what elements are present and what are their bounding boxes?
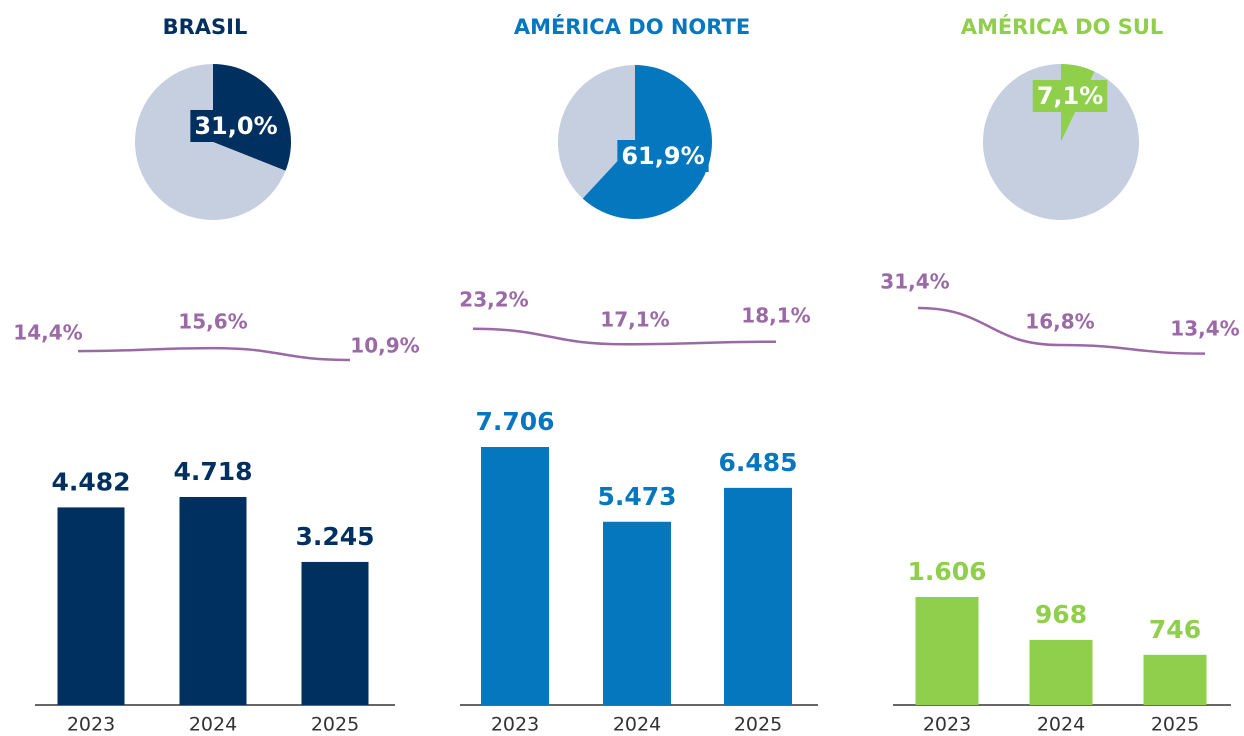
bar (915, 597, 979, 705)
bar-label: 968 (1035, 600, 1087, 629)
x-tick-label: 2023 (923, 714, 971, 736)
x-tick-label: 2025 (1151, 714, 1199, 736)
line-label: 16,8% (1025, 310, 1094, 334)
bar-label: 5.473 (597, 482, 676, 511)
bar-label: 3.245 (295, 522, 374, 551)
bar (603, 521, 671, 705)
line-label: 15,6% (178, 310, 247, 334)
x-tick-label: 2023 (67, 714, 115, 736)
pie-label: 7,1% (1037, 82, 1104, 110)
line-label: 17,1% (600, 308, 669, 332)
margin-line (917, 306, 1206, 355)
pie-label-box (617, 140, 709, 172)
bar (724, 487, 792, 705)
bar (179, 497, 247, 705)
x-tick-label: 2025 (734, 714, 782, 736)
bar-label: 7.706 (475, 407, 554, 436)
bar-label: 1.606 (907, 557, 986, 586)
line-label: 14,4% (13, 321, 82, 345)
pie-label-box (190, 110, 282, 142)
pie-label: 31,0% (194, 112, 277, 140)
pie-label: 61,9% (621, 142, 704, 170)
bar (481, 447, 549, 705)
x-tick-label: 2025 (311, 714, 359, 736)
margin-line (77, 346, 351, 362)
bar-label: 746 (1149, 615, 1201, 644)
x-tick-label: 2024 (189, 714, 237, 736)
line-label: 13,4% (1170, 317, 1239, 341)
bar (1029, 639, 1093, 705)
pie-label-box (1032, 80, 1108, 112)
x-tick-label: 2024 (613, 714, 661, 736)
x-tick-label: 2024 (1037, 714, 1085, 736)
bar (57, 507, 125, 705)
line-label: 31,4% (880, 270, 949, 294)
line-label: 23,2% (459, 288, 528, 312)
bar (1143, 654, 1207, 705)
panel-title: BRASIL (163, 15, 248, 39)
pie-slice (558, 65, 635, 199)
bar-label: 4.718 (173, 457, 252, 486)
bar (301, 561, 369, 705)
margin-line (472, 327, 777, 346)
line-label: 10,9% (350, 334, 419, 358)
x-tick-label: 2023 (491, 714, 539, 736)
bar-label: 6.485 (718, 448, 797, 477)
panel-title: AMÉRICA DO NORTE (514, 14, 750, 39)
panel-title: AMÉRICA DO SUL (961, 14, 1164, 39)
line-label: 18,1% (741, 304, 810, 328)
bar-label: 4.482 (51, 467, 130, 496)
